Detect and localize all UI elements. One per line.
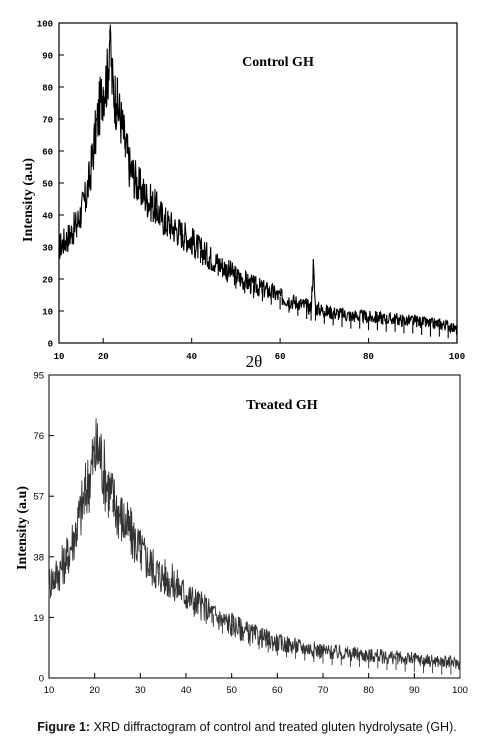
x-tick-label: 40	[181, 685, 192, 696]
control-x-axis-label: 2θ	[246, 352, 263, 371]
control-gh-panel: Control GH Intensity (a.u) 2θ 10 20 40 60 80…	[21, 20, 465, 372]
y-tick-label: 20	[42, 276, 53, 286]
y-tick-label: 80	[42, 84, 53, 94]
treated-series-line	[48, 418, 461, 677]
control-series-line	[58, 24, 458, 343]
x-tick-label: 100	[449, 352, 465, 362]
treated-gh-panel: Treated GH Intensity (a.u) 10 20 30 40 50 60 7…	[15, 371, 468, 697]
x-tick-label: 40	[186, 352, 197, 362]
treated-ticks: 10 20 30 40 50 60 70 80 90 100 0 19 38 57 76 95	[33, 371, 468, 697]
y-tick-label: 70	[42, 116, 53, 126]
y-tick-label: 40	[42, 212, 53, 222]
control-title: Control GH	[242, 55, 314, 70]
x-tick-label: 70	[318, 685, 329, 696]
y-tick-label: 90	[42, 52, 53, 62]
y-tick-label: 100	[37, 20, 53, 30]
y-tick-label: 0	[39, 674, 44, 685]
y-tick-label: 30	[42, 244, 53, 254]
x-tick-label: 50	[226, 685, 237, 696]
x-tick-label: 100	[452, 685, 468, 696]
x-tick-label: 80	[363, 352, 374, 362]
y-tick-label: 60	[42, 148, 53, 158]
treated-title: Treated GH	[246, 398, 318, 413]
y-tick-label: 57	[33, 492, 44, 503]
x-tick-label: 30	[135, 685, 146, 696]
figure-caption: Figure 1: XRD diffractogram of control a…	[0, 720, 494, 734]
x-tick-label: 90	[409, 685, 420, 696]
x-tick-label: 60	[275, 352, 286, 362]
x-tick-label: 80	[363, 685, 374, 696]
x-tick-label: 10	[44, 685, 55, 696]
y-tick-label: 10	[42, 308, 53, 318]
y-tick-label: 50	[42, 180, 53, 190]
caption-label: Figure 1:	[37, 720, 91, 734]
treated-plot-frame	[48, 374, 461, 679]
caption-text: XRD diffractogram of control and treated…	[90, 720, 457, 734]
y-tick-label: 95	[33, 371, 44, 382]
y-tick-label: 76	[33, 431, 44, 442]
treated-y-axis-label: Intensity (a.u)	[15, 486, 30, 570]
x-tick-label: 20	[89, 685, 100, 696]
y-tick-label: 19	[33, 613, 44, 624]
y-tick-label: 38	[33, 552, 44, 563]
x-tick-label: 10	[54, 352, 65, 362]
y-tick-label: 0	[48, 340, 53, 350]
x-tick-label: 20	[98, 352, 109, 362]
control-y-axis-label: Intensity (a.u)	[21, 158, 36, 242]
x-tick-label: 60	[272, 685, 283, 696]
